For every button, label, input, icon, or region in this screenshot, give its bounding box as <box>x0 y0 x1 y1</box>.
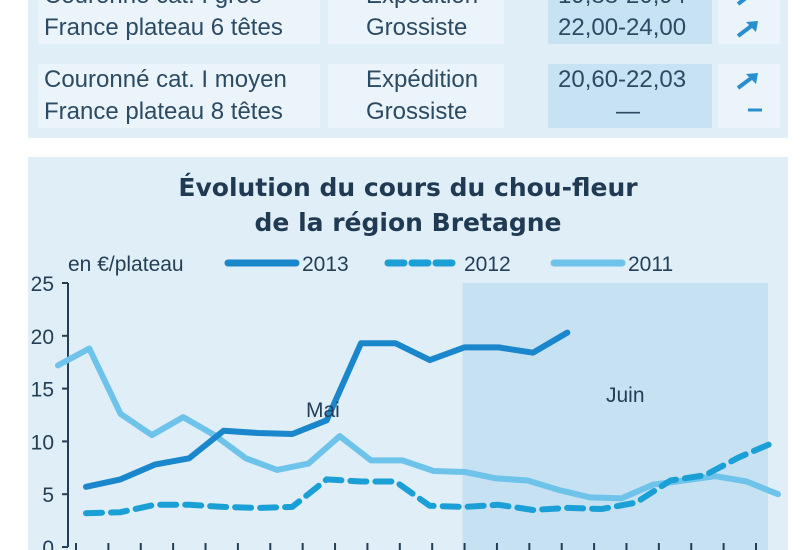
y-tick-label: 20 <box>31 326 54 349</box>
legend-label-2012: 2012 <box>464 253 511 276</box>
y-tick-label: 15 <box>31 379 54 402</box>
price-table: Couronné cat. I gros France plateau 6 tê… <box>28 0 788 138</box>
y-tick-label: 5 <box>42 484 54 507</box>
row-channel-cell <box>328 0 504 44</box>
up-arrow-icon <box>736 21 758 38</box>
table-row: Couronné cat. I gros France plateau 6 tê… <box>28 0 788 44</box>
table-row: Couronné cat. I moyen France plateau 8 t… <box>28 64 788 128</box>
up-arrow-icon <box>736 73 758 90</box>
line-chart: 0 5 10 15 20 25 en €/plateau 2013 2012 2011 M… <box>31 253 781 550</box>
row-desc-cell <box>38 64 320 128</box>
price-range: 22,00-24,00 <box>558 14 687 41</box>
stable-dash-icon <box>748 108 762 112</box>
legend-label-2011: 2011 <box>628 253 673 276</box>
series-line-2011 <box>55 345 781 502</box>
annotation-mai: Mai <box>306 399 340 422</box>
legend-label-2013: 2013 <box>302 253 349 276</box>
juin-period-band <box>462 283 768 550</box>
row-channel-cell <box>328 64 504 128</box>
row-price-cell <box>548 0 712 44</box>
price-range: 19,88-20,94 <box>558 0 686 12</box>
product-label: Couronné cat. I moyen <box>44 66 287 93</box>
price-range: 20,60-22,03 <box>558 66 687 93</box>
row-desc-cell <box>38 0 320 44</box>
product-sublabel: France plateau 8 têtes <box>44 98 283 125</box>
up-arrow-icon <box>736 0 747 6</box>
y-axis-unit-label: en €/plateau <box>68 253 184 276</box>
y-tick-label: 0 <box>42 537 54 550</box>
chart-title: Évolution du cours du chou-fleur <box>178 173 638 202</box>
channel-label: Grossiste <box>366 14 468 41</box>
product-label: Couronné cat. I gros <box>44 0 261 12</box>
channel-label: Expédition <box>366 66 479 93</box>
annotation-juin: Juin <box>606 384 645 407</box>
y-tick-label: 25 <box>31 273 54 296</box>
chart-panel: Évolution du cours du chou-fleur de la r… <box>28 157 788 550</box>
chart-subtitle: de la région Bretagne <box>254 208 562 237</box>
channel-label: Expédition <box>366 0 478 12</box>
channel-label: Grossiste <box>366 98 468 125</box>
price-range: — <box>616 98 640 125</box>
y-tick-label: 10 <box>31 431 54 454</box>
row-price-cell <box>548 64 712 128</box>
product-sublabel: France plateau 6 têtes <box>44 14 283 41</box>
